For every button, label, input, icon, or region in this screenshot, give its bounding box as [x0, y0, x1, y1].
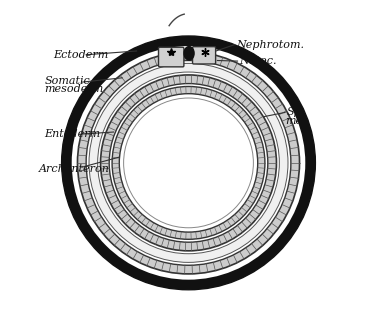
Circle shape — [77, 52, 300, 274]
Ellipse shape — [185, 47, 193, 59]
Circle shape — [109, 84, 268, 242]
FancyBboxPatch shape — [193, 47, 216, 64]
Text: Nephrotom.: Nephrotom. — [236, 40, 304, 50]
Text: Archenteron: Archenteron — [38, 164, 109, 174]
Text: me.: me. — [285, 116, 306, 126]
Circle shape — [98, 72, 279, 254]
Circle shape — [56, 30, 321, 296]
Text: Notoc.: Notoc. — [239, 56, 276, 66]
Circle shape — [86, 60, 291, 265]
Circle shape — [101, 75, 276, 251]
Text: Ectoderm: Ectoderm — [53, 50, 108, 60]
Circle shape — [124, 98, 253, 228]
Text: Entoderm: Entoderm — [44, 129, 100, 139]
Text: Somatic: Somatic — [44, 76, 90, 86]
Circle shape — [89, 63, 288, 262]
Circle shape — [112, 86, 265, 239]
Text: Sp.: Sp. — [287, 108, 305, 117]
Circle shape — [119, 94, 258, 232]
Text: mesoderm: mesoderm — [44, 84, 104, 94]
Circle shape — [61, 36, 316, 290]
Circle shape — [72, 46, 305, 280]
FancyBboxPatch shape — [158, 47, 184, 67]
